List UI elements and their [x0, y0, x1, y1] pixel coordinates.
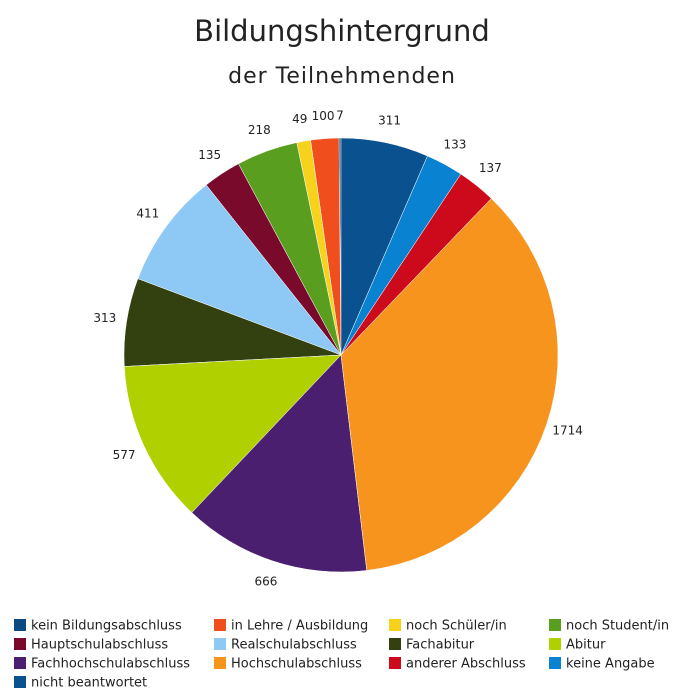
legend-swatch	[389, 638, 401, 650]
legend-swatch	[214, 657, 226, 669]
legend-label: noch Student/in	[566, 619, 669, 634]
legend-label: anderer Abschluss	[406, 657, 526, 672]
value-label: 133	[444, 137, 467, 151]
pie-slice	[124, 354, 342, 513]
value-label: 135	[198, 148, 221, 162]
legend-swatch	[214, 619, 226, 631]
value-label: 137	[479, 161, 502, 175]
legend-swatch	[14, 657, 26, 669]
value-label: 577	[113, 448, 136, 462]
legend-swatch	[214, 638, 226, 650]
value-label: 666	[255, 574, 278, 588]
legend-swatch	[14, 619, 26, 631]
value-label: 1714	[552, 423, 583, 437]
legend-swatch	[14, 638, 26, 650]
legend-label: keine Angabe	[566, 657, 655, 672]
legend-swatch	[549, 657, 561, 669]
legend-label: Fachhochschulabschluss	[31, 657, 190, 672]
legend-swatch	[14, 676, 26, 688]
legend-swatch	[389, 657, 401, 669]
legend-label: Hochschulabschluss	[231, 657, 362, 672]
legend-swatch	[549, 619, 561, 631]
value-label: 311	[378, 113, 401, 127]
pie-slice	[137, 184, 342, 356]
value-label: 49	[292, 112, 307, 126]
pie-slice	[340, 137, 428, 356]
legend-label: noch Schüler/in	[406, 619, 507, 634]
chart-title: Bildungshintergrund	[194, 14, 490, 48]
legend-label: Abitur	[566, 638, 606, 653]
legend-label: kein Bildungsabschluss	[31, 619, 182, 634]
pie-slice	[340, 198, 559, 571]
legend-label: Realschulabschluss	[231, 638, 357, 653]
legend-swatch	[389, 619, 401, 631]
legend-label: in Lehre / Ausbildung	[231, 619, 368, 634]
legend-label: Fachabitur	[406, 638, 475, 653]
legend-label: Hauptschulabschluss	[31, 638, 168, 653]
value-label: 7	[336, 109, 344, 123]
pie-slice	[191, 354, 368, 573]
value-label: 218	[248, 123, 271, 137]
chart-subtitle: der Teilnehmenden	[228, 64, 456, 89]
legend-swatch	[549, 638, 561, 650]
value-label: 411	[136, 207, 159, 221]
value-label: 100	[312, 109, 335, 123]
value-label: 313	[93, 311, 116, 325]
legend-label: nicht beantwortet	[31, 676, 147, 691]
